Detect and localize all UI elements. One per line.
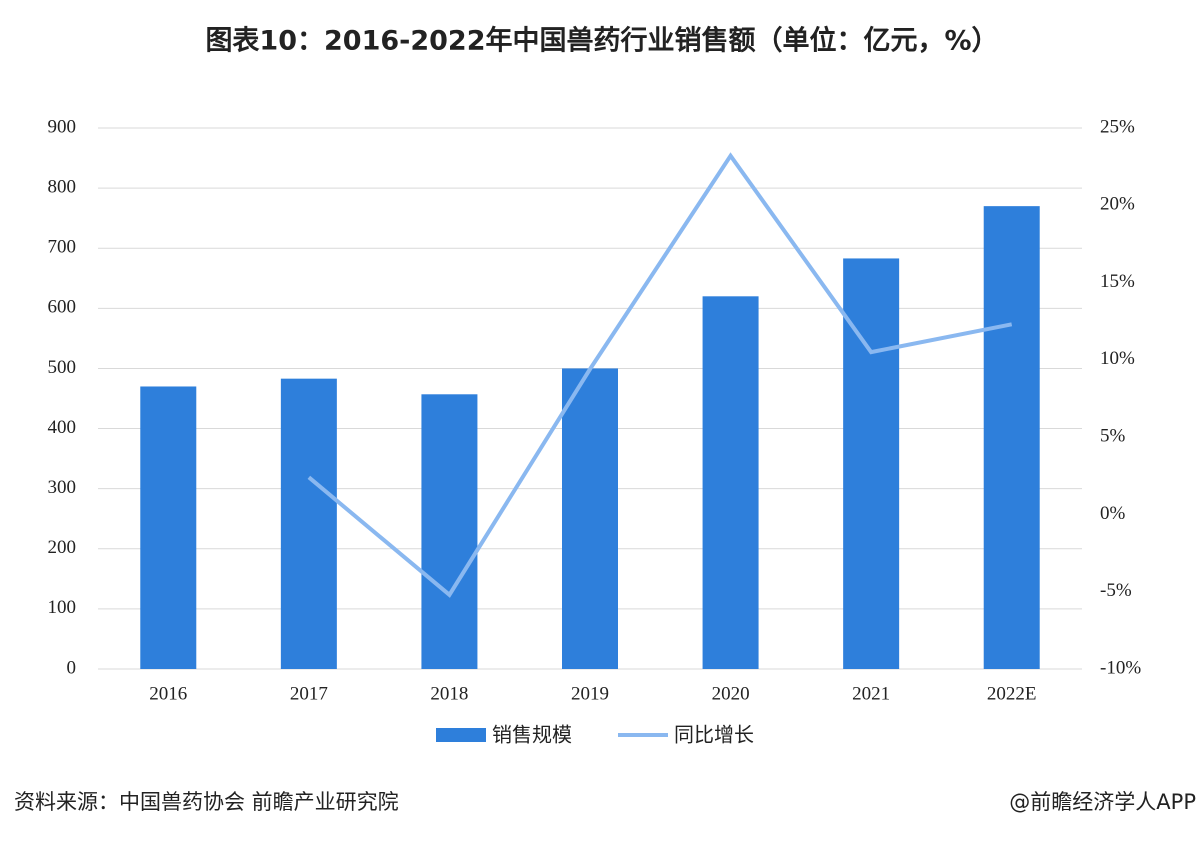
bar <box>280 378 337 669</box>
x-tick-label: 2017 <box>290 683 328 704</box>
bar <box>702 296 759 669</box>
x-tick-label: 2022E <box>987 683 1037 704</box>
x-tick-label: 2020 <box>712 683 750 704</box>
y2-tick-label: 20% <box>1100 194 1135 215</box>
y2-tick-label: 15% <box>1100 271 1135 292</box>
y-tick-label: 100 <box>48 597 77 618</box>
y-tick-label: 200 <box>48 537 77 558</box>
x-tick-label: 2018 <box>430 683 468 704</box>
bar <box>983 206 1040 669</box>
chart-title: 图表10：2016-2022年中国兽药行业销售额（单位：亿元，%） <box>205 25 998 57</box>
y-tick-label: 400 <box>48 417 77 438</box>
y-tick-label: 600 <box>48 297 77 318</box>
x-tick-label: 2019 <box>571 683 609 704</box>
source-note: 资料来源：中国兽药协会 前瞻产业研究院 <box>14 790 399 814</box>
bar <box>140 386 197 669</box>
y-tick-label: 500 <box>48 357 77 378</box>
credit: @前瞻经济学人APP <box>1009 790 1196 814</box>
x-tick-label: 2016 <box>149 683 187 704</box>
bar <box>421 394 478 669</box>
y2-tick-label: -5% <box>1100 580 1132 601</box>
bar <box>843 258 900 669</box>
y2-tick-label: 25% <box>1100 116 1135 137</box>
x-tick-label: 2021 <box>852 683 890 704</box>
y-tick-label: 800 <box>48 176 77 197</box>
y-tick-label: 300 <box>48 477 77 498</box>
y2-tick-label: 10% <box>1100 348 1135 369</box>
line <box>307 152 1013 598</box>
y-tick-label: 900 <box>48 116 77 137</box>
legend-label: 同比增长 <box>674 723 754 747</box>
y2-tick-label: -10% <box>1100 657 1141 678</box>
bar <box>562 368 618 669</box>
y-tick-label: 0 <box>67 657 77 678</box>
y2-tick-label: 5% <box>1100 426 1126 447</box>
y2-tick-label: 0% <box>1100 503 1126 524</box>
y-tick-label: 700 <box>48 237 77 258</box>
legend-label: 销售规模 <box>492 723 572 747</box>
legend-swatch <box>436 728 486 742</box>
